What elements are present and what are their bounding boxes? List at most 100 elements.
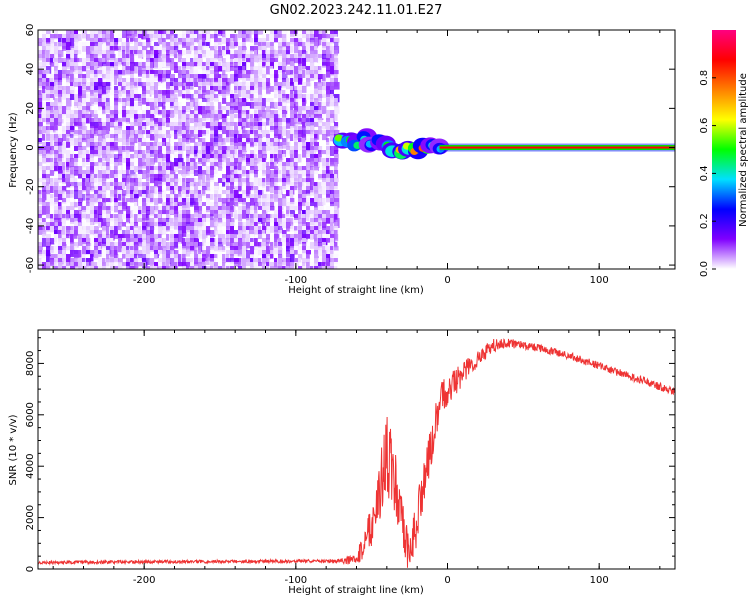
noise-cell xyxy=(286,118,291,124)
noise-cell xyxy=(102,82,107,87)
noise-cell xyxy=(202,90,206,95)
noise-cell xyxy=(298,174,302,179)
noise-cell xyxy=(306,194,312,202)
noise-cell xyxy=(106,74,111,82)
noise-cell xyxy=(70,146,75,152)
noise-cell xyxy=(62,234,67,241)
noise-cell xyxy=(166,114,170,119)
noise-cell xyxy=(206,198,210,206)
noise-cell xyxy=(290,246,295,252)
noise-cell xyxy=(86,190,90,196)
noise-cell xyxy=(306,94,310,100)
noise-cell xyxy=(294,46,300,54)
noise-cell xyxy=(50,186,54,193)
noise-cell xyxy=(246,146,250,152)
noise-cell xyxy=(302,34,307,40)
noise-cell xyxy=(194,82,199,87)
top-x-tick-label: -100 xyxy=(284,275,307,286)
noise-cell xyxy=(298,90,302,95)
noise-cell xyxy=(302,46,306,53)
noise-cell xyxy=(270,262,275,267)
noise-cell xyxy=(242,50,248,55)
noise-cell xyxy=(46,114,51,120)
noise-cell xyxy=(146,266,151,269)
noise-cell xyxy=(306,190,311,196)
noise-cell xyxy=(142,114,146,121)
noise-cell xyxy=(170,74,175,82)
noise-cell xyxy=(126,54,130,62)
noise-cell xyxy=(218,138,224,146)
noise-cell xyxy=(66,150,71,159)
noise-cell xyxy=(174,54,178,60)
noise-cell xyxy=(238,58,242,63)
noise-cell xyxy=(54,110,59,119)
noise-cell xyxy=(70,230,76,237)
noise-cell xyxy=(74,178,78,185)
noise-cell xyxy=(278,86,282,92)
noise-cell xyxy=(254,246,258,251)
noise-cell xyxy=(66,54,72,60)
noise-cell xyxy=(206,94,211,99)
noise-cell xyxy=(158,134,164,139)
noise-cell xyxy=(142,158,146,165)
noise-cell xyxy=(74,262,79,267)
noise-cell xyxy=(258,30,264,35)
noise-cell xyxy=(202,234,206,240)
noise-cell xyxy=(42,206,48,215)
noise-cell xyxy=(166,50,170,56)
noise-cell xyxy=(290,202,295,209)
noise-cell xyxy=(70,38,76,48)
noise-cell xyxy=(118,50,123,57)
noise-cell xyxy=(282,154,286,159)
noise-cell xyxy=(90,218,96,225)
noise-cell xyxy=(242,254,246,259)
noise-cell xyxy=(158,74,163,81)
noise-cell xyxy=(142,162,147,169)
noise-cell xyxy=(182,258,187,266)
noise-cell xyxy=(182,142,186,151)
noise-cell xyxy=(74,38,79,44)
noise-cell xyxy=(130,166,135,174)
noise-cell xyxy=(234,42,239,46)
noise-cell xyxy=(166,122,170,128)
noise-cell xyxy=(54,222,59,228)
noise-cell xyxy=(110,142,116,148)
noise-cell xyxy=(250,174,256,182)
noise-cell xyxy=(58,166,63,174)
noise-cell xyxy=(130,90,134,99)
noise-cell xyxy=(94,42,99,47)
noise-cell xyxy=(310,94,314,99)
noise-cell xyxy=(214,258,218,264)
noise-cell xyxy=(138,230,144,238)
noise-cell xyxy=(114,142,118,149)
noise-cell xyxy=(154,110,159,115)
noise-cell xyxy=(214,254,218,259)
noise-cell xyxy=(142,190,148,198)
noise-cell xyxy=(314,202,318,208)
noise-cell xyxy=(110,238,114,244)
noise-cell xyxy=(110,226,114,234)
noise-cell xyxy=(218,186,224,194)
noise-cell xyxy=(238,122,243,130)
noise-cell xyxy=(66,262,70,269)
noise-cell xyxy=(242,258,247,268)
noise-cell xyxy=(258,226,262,231)
noise-cell xyxy=(254,198,258,203)
noise-cell xyxy=(118,98,122,104)
noise-cell xyxy=(110,78,115,83)
noise-cell xyxy=(62,118,68,128)
noise-cell xyxy=(86,106,91,112)
noise-cell xyxy=(182,114,187,121)
noise-cell xyxy=(82,186,87,192)
noise-cell xyxy=(230,202,234,210)
noise-cell xyxy=(330,30,335,35)
noise-cell xyxy=(210,106,216,115)
noise-cell xyxy=(154,106,160,112)
noise-cell xyxy=(314,58,320,63)
noise-cell xyxy=(102,102,106,109)
noise-cell xyxy=(102,214,108,220)
noise-cell xyxy=(62,78,68,86)
noise-cell xyxy=(146,214,150,221)
noise-cell xyxy=(178,142,184,147)
noise-cell xyxy=(114,202,119,207)
